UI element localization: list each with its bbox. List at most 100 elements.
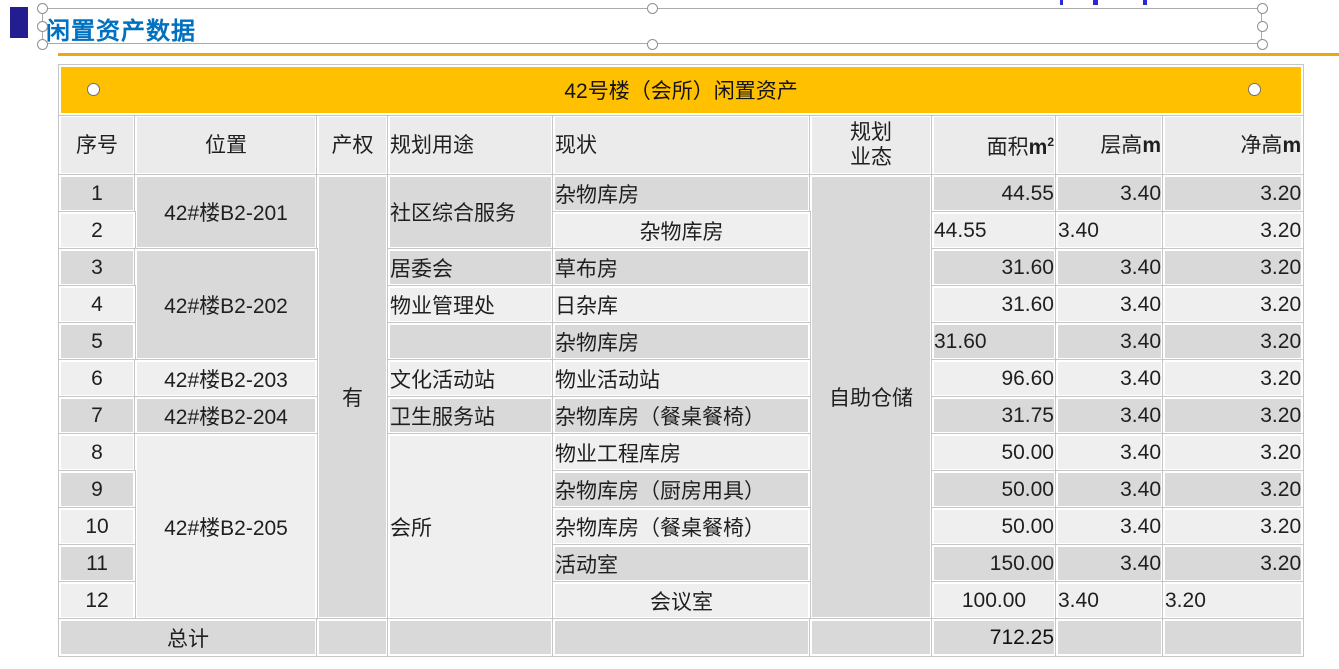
column-header-ownership[interactable]: 产权 [319, 117, 386, 173]
cell-r9-floor-height[interactable]: 3.40 [1058, 473, 1161, 506]
table-title-handle-right[interactable] [1248, 83, 1262, 96]
column-header-area[interactable]: 面积m2 [934, 117, 1054, 173]
cell-r9-net-height[interactable]: 3.20 [1165, 473, 1302, 506]
selection-handle-top-left[interactable] [37, 3, 48, 14]
column-header-floor-height[interactable]: 层高m [1058, 117, 1161, 173]
cell-r2-status[interactable]: 3.40 [1058, 214, 1161, 247]
cell-r8-location[interactable]: 42#楼B2-205 [137, 436, 315, 617]
cell-r7-location[interactable]: 42#楼B2-204 [137, 399, 315, 432]
cell-r2-location[interactable]: 杂物库房 [555, 214, 808, 247]
cell-r1-net-height[interactable]: 3.20 [1165, 177, 1302, 210]
cell-r7-no[interactable]: 7 [61, 399, 133, 432]
cell-r8-area[interactable]: 50.00 [934, 436, 1054, 469]
column-header-status[interactable]: 现状 [555, 117, 808, 173]
cell-r6-planned-use[interactable]: 文化活动站 [390, 362, 551, 395]
column-header-no[interactable]: 序号 [61, 117, 133, 173]
cell-r7-net-height[interactable]: 3.20 [1165, 399, 1302, 432]
cell-r4-no[interactable]: 4 [61, 288, 133, 321]
cell-r11-no[interactable]: 11 [61, 547, 133, 580]
column-header-planned-format[interactable]: 规划 业态 [812, 117, 930, 173]
table-title-cell[interactable]: 42号楼（会所）闲置资产 [61, 67, 1302, 113]
table-title-handle-left[interactable] [87, 83, 100, 96]
cell-r1-status[interactable]: 杂物库房 [555, 177, 808, 210]
cell-r10-no[interactable]: 10 [61, 510, 133, 543]
cell-r2-no[interactable]: 2 [61, 214, 133, 247]
cell-r7-planned-use[interactable]: 卫生服务站 [390, 399, 551, 432]
selection-handle-bottom-left[interactable] [37, 39, 48, 50]
cell-r11-net-height[interactable]: 3.20 [1165, 547, 1302, 580]
cell-r8-planned-use[interactable]: 会所 [390, 436, 551, 617]
cell-r1-no[interactable]: 1 [61, 177, 133, 210]
cell-r1-area[interactable]: 44.55 [934, 177, 1054, 210]
cell-r3-planned-use[interactable]: 居委会 [390, 251, 551, 284]
cell-r12-ownership[interactable]: 100.00 [934, 584, 1054, 617]
cell-r12-location[interactable]: 会议室 [555, 584, 808, 617]
cell-r10-net-height[interactable]: 3.20 [1165, 510, 1302, 543]
cell-r8-no[interactable]: 8 [61, 436, 133, 469]
cell-r9-status[interactable]: 杂物库房（厨房用具） [555, 473, 808, 506]
cell-r1-location[interactable]: 42#楼B2-201 [137, 177, 315, 247]
cell-r6-location[interactable]: 42#楼B2-203 [137, 362, 315, 395]
cell-r11-area[interactable]: 150.00 [934, 547, 1054, 580]
total-cell-net-height[interactable] [1165, 621, 1302, 654]
cell-r3-floor-height[interactable]: 3.40 [1058, 251, 1161, 284]
total-cell-no[interactable]: 总计 [61, 621, 315, 654]
cell-r8-net-height[interactable]: 3.20 [1165, 436, 1302, 469]
cell-r2-area[interactable]: 3.20 [1165, 214, 1302, 247]
cell-r5-area[interactable]: 3.40 [1058, 325, 1161, 358]
cell-r9-area[interactable]: 50.00 [934, 473, 1054, 506]
total-cell-area[interactable]: 712.25 [934, 621, 1054, 654]
cell-r5-location[interactable] [390, 325, 551, 358]
cell-r4-planned-use[interactable]: 物业管理处 [390, 288, 551, 321]
cell-r3-no[interactable]: 3 [61, 251, 133, 284]
cell-r12-planned-use[interactable]: 3.40 [1058, 584, 1161, 617]
cell-r4-net-height[interactable]: 3.20 [1165, 288, 1302, 321]
cell-r7-area[interactable]: 31.75 [934, 399, 1054, 432]
cell-r6-status[interactable]: 物业活动站 [555, 362, 808, 395]
cell-r1-planned-format[interactable]: 自助仓储 [812, 177, 930, 617]
cell-r12-no[interactable]: 12 [61, 584, 133, 617]
cell-r3-area[interactable]: 31.60 [934, 251, 1054, 284]
cell-r4-floor-height[interactable]: 3.40 [1058, 288, 1161, 321]
total-cell-ownership[interactable] [319, 621, 386, 654]
page-title[interactable]: 闲置资产数据 [46, 18, 196, 45]
cell-r2-planned-use[interactable]: 44.55 [934, 214, 1054, 247]
column-header-location[interactable]: 位置 [137, 117, 315, 173]
cell-r12-status[interactable]: 3.20 [1165, 584, 1302, 617]
cell-r7-floor-height[interactable]: 3.40 [1058, 399, 1161, 432]
cell-r10-floor-height[interactable]: 3.40 [1058, 510, 1161, 543]
cell-r1-planned-use[interactable]: 社区综合服务 [390, 177, 551, 247]
cell-r4-status[interactable]: 日杂库 [555, 288, 808, 321]
cell-r10-status[interactable]: 杂物库房（餐桌餐椅） [555, 510, 808, 543]
cell-r4-area[interactable]: 31.60 [934, 288, 1054, 321]
selection-handle-mid-right[interactable] [1257, 21, 1268, 32]
cell-r5-planned-use[interactable]: 杂物库房 [555, 325, 808, 358]
total-cell-floor-height[interactable] [1058, 621, 1161, 654]
selection-handle-bottom-center[interactable] [647, 39, 658, 50]
cell-r3-location[interactable]: 42#楼B2-202 [137, 251, 315, 358]
cell-r6-floor-height[interactable]: 3.40 [1058, 362, 1161, 395]
cell-r10-area[interactable]: 50.00 [934, 510, 1054, 543]
selection-handle-mid-left[interactable] [37, 21, 48, 32]
cell-r7-status[interactable]: 杂物库房（餐桌餐椅） [555, 399, 808, 432]
cell-r6-no[interactable]: 6 [61, 362, 133, 395]
cell-r5-status[interactable]: 31.60 [934, 325, 1054, 358]
total-cell-status[interactable] [555, 621, 808, 654]
total-cell-planned-format[interactable] [812, 621, 930, 654]
cell-r8-status[interactable]: 物业工程库房 [555, 436, 808, 469]
cell-r1-ownership[interactable]: 有 [319, 177, 386, 617]
selection-handle-top-right[interactable] [1257, 3, 1268, 14]
cell-r6-area[interactable]: 96.60 [934, 362, 1054, 395]
cell-r3-net-height[interactable]: 3.20 [1165, 251, 1302, 284]
selection-handle-bottom-right[interactable] [1257, 39, 1268, 50]
column-header-planned-use[interactable]: 规划用途 [390, 117, 551, 173]
cell-r5-floor-height[interactable]: 3.20 [1165, 325, 1302, 358]
cell-r6-net-height[interactable]: 3.20 [1165, 362, 1302, 395]
total-cell-planned-use[interactable] [390, 621, 551, 654]
selection-handle-top-center[interactable] [647, 3, 658, 14]
cell-r9-no[interactable]: 9 [61, 473, 133, 506]
column-header-net-height[interactable]: 净高m [1165, 117, 1302, 173]
cell-r8-floor-height[interactable]: 3.40 [1058, 436, 1161, 469]
cell-r5-no[interactable]: 5 [61, 325, 133, 358]
cell-r1-floor-height[interactable]: 3.40 [1058, 177, 1161, 210]
